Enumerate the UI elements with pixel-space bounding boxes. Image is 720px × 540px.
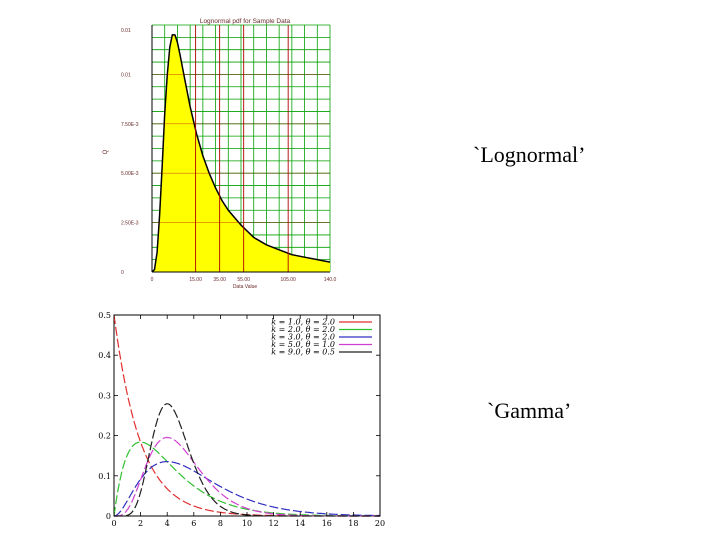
x-tick-label: 55.00 xyxy=(237,277,250,283)
gamma-legend: k = 1.0, θ = 2.0k = 2.0, θ = 2.0k = 3.0,… xyxy=(271,318,372,357)
y-tick-label: 0.5 xyxy=(98,311,111,320)
lognormal-y-ticks: 0 2.50E-3 5.00E-3 7.50E-3 0.01 0.01 xyxy=(121,28,139,276)
lognormal-caption: `Lognormal’ xyxy=(473,142,586,167)
gamma-y-ticks: 0 0.1 0.2 0.3 0.4 0.5 xyxy=(98,311,380,521)
x-tick-label: 8 xyxy=(218,519,223,528)
x-tick-label: 2 xyxy=(138,519,143,528)
lognormal-curve xyxy=(151,34,331,273)
legend-label: k = 3.0, θ = 2.0 xyxy=(271,333,335,342)
x-tick-label: 35.00 xyxy=(213,277,226,283)
lognormal-title: Lognormal pdf for Sample Data xyxy=(200,18,291,25)
gamma-frame xyxy=(113,314,381,517)
x-tick-label: 6 xyxy=(191,519,196,528)
y-tick-label: 0 xyxy=(121,270,124,276)
lognormal-ylabel: Q xyxy=(103,149,109,154)
lognormal-x-ticks: 0 15.00 35.00 55.00 105.00 140.0 xyxy=(151,277,337,283)
x-tick-label: 4 xyxy=(165,519,170,528)
gamma-series-line xyxy=(113,441,380,517)
x-tick-label: 140.0 xyxy=(324,277,337,283)
y-tick-label: 0.2 xyxy=(98,432,111,441)
lognormal-area xyxy=(152,34,330,273)
x-tick-label: 18 xyxy=(348,519,358,528)
x-tick-label: 105.00 xyxy=(281,277,297,283)
y-tick-label: 2.50E-3 xyxy=(121,221,139,227)
legend-label: k = 9.0, θ = 0.5 xyxy=(271,348,335,357)
gamma-series-line xyxy=(114,436,380,517)
x-tick-label: 0 xyxy=(111,519,116,528)
y-tick-label: 0.4 xyxy=(98,351,111,360)
gamma-x-ticks: 0 2 4 6 8 10 12 14 16 18 20 xyxy=(111,315,385,528)
legend-label: k = 1.0, θ = 2.0 xyxy=(271,318,335,327)
x-tick-label: 14 xyxy=(295,519,305,528)
gamma-series-line xyxy=(113,461,380,517)
y-tick-label: 7.50E-3 xyxy=(121,122,139,128)
x-tick-label: 0 xyxy=(151,277,154,283)
y-tick-label: 0.01 xyxy=(121,28,131,34)
x-tick-label: 10 xyxy=(242,519,252,528)
y-tick-label: 5.00E-3 xyxy=(121,171,139,177)
y-tick-label: 0.1 xyxy=(98,472,111,481)
lognormal-grid-overlay xyxy=(152,25,330,272)
gamma-caption: `Gamma’ xyxy=(487,398,572,423)
x-tick-label: 20 xyxy=(375,519,385,528)
x-tick-label: 12 xyxy=(269,519,279,528)
lognormal-xlabel: Data Value xyxy=(233,284,258,290)
y-tick-label: 0 xyxy=(106,512,111,521)
y-tick-label: 0.01 xyxy=(121,72,131,78)
legend-label: k = 2.0, θ = 2.0 xyxy=(271,325,335,334)
legend-label: k = 5.0, θ = 1.0 xyxy=(271,340,335,349)
y-tick-label: 0.3 xyxy=(98,391,111,400)
x-tick-label: 16 xyxy=(322,519,332,528)
x-tick-label: 15.00 xyxy=(189,277,202,283)
